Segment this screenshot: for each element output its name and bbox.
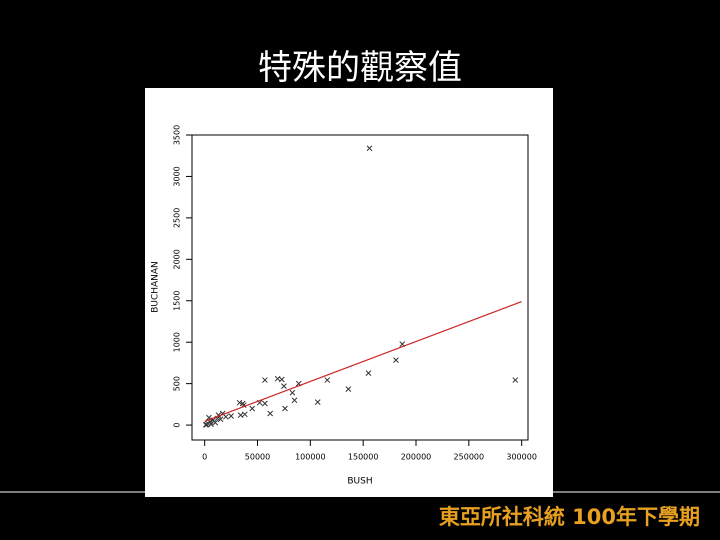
- point: [281, 383, 287, 389]
- point: [249, 405, 256, 412]
- x-tick-label: 50000: [245, 453, 270, 462]
- point: [236, 399, 243, 406]
- x-tick-label: 0: [202, 453, 207, 462]
- point: [203, 421, 210, 428]
- point: [314, 399, 321, 405]
- point: [366, 145, 373, 152]
- point: [267, 410, 274, 417]
- point: [241, 411, 248, 418]
- x-tick-label: 200000: [401, 453, 432, 462]
- y-tick-label: 1500: [173, 291, 182, 311]
- point: [278, 376, 285, 383]
- footer: 東亞所社科統 100年下學期: [439, 505, 700, 529]
- point: [212, 419, 219, 426]
- x-tick-label: 300000: [506, 453, 537, 462]
- slide-title: 特殊的觀察值: [258, 48, 462, 88]
- y-tick-label: 2500: [173, 208, 182, 228]
- point: [324, 377, 331, 383]
- point: [228, 413, 234, 419]
- x-tick-label: 100000: [295, 453, 326, 462]
- point: [274, 375, 281, 382]
- point: [282, 405, 288, 412]
- point: [365, 370, 372, 376]
- chart-panel: [145, 88, 553, 497]
- y-tick-label: 2000: [173, 249, 182, 269]
- point: [345, 386, 352, 392]
- point: [393, 357, 399, 363]
- y-tick-label: 500: [173, 376, 182, 391]
- point: [291, 397, 298, 404]
- fit-line: [204, 301, 522, 422]
- x-axis-label: BUSH: [347, 477, 372, 487]
- plot-box: [191, 134, 529, 441]
- y-tick-label: 3500: [173, 125, 182, 145]
- y-tick-label: 1000: [173, 332, 182, 352]
- point: [289, 389, 296, 396]
- point: [237, 412, 244, 418]
- point: [202, 421, 209, 428]
- y-tick-label: 0: [173, 423, 182, 428]
- y-axis-label: BUCHANAN: [151, 261, 161, 313]
- y-tick-label: 3000: [173, 166, 182, 186]
- point: [262, 377, 268, 383]
- point: [512, 377, 519, 383]
- point: [262, 400, 268, 407]
- x-tick-label: 150000: [348, 453, 379, 462]
- x-tick-label: 250000: [454, 453, 485, 462]
